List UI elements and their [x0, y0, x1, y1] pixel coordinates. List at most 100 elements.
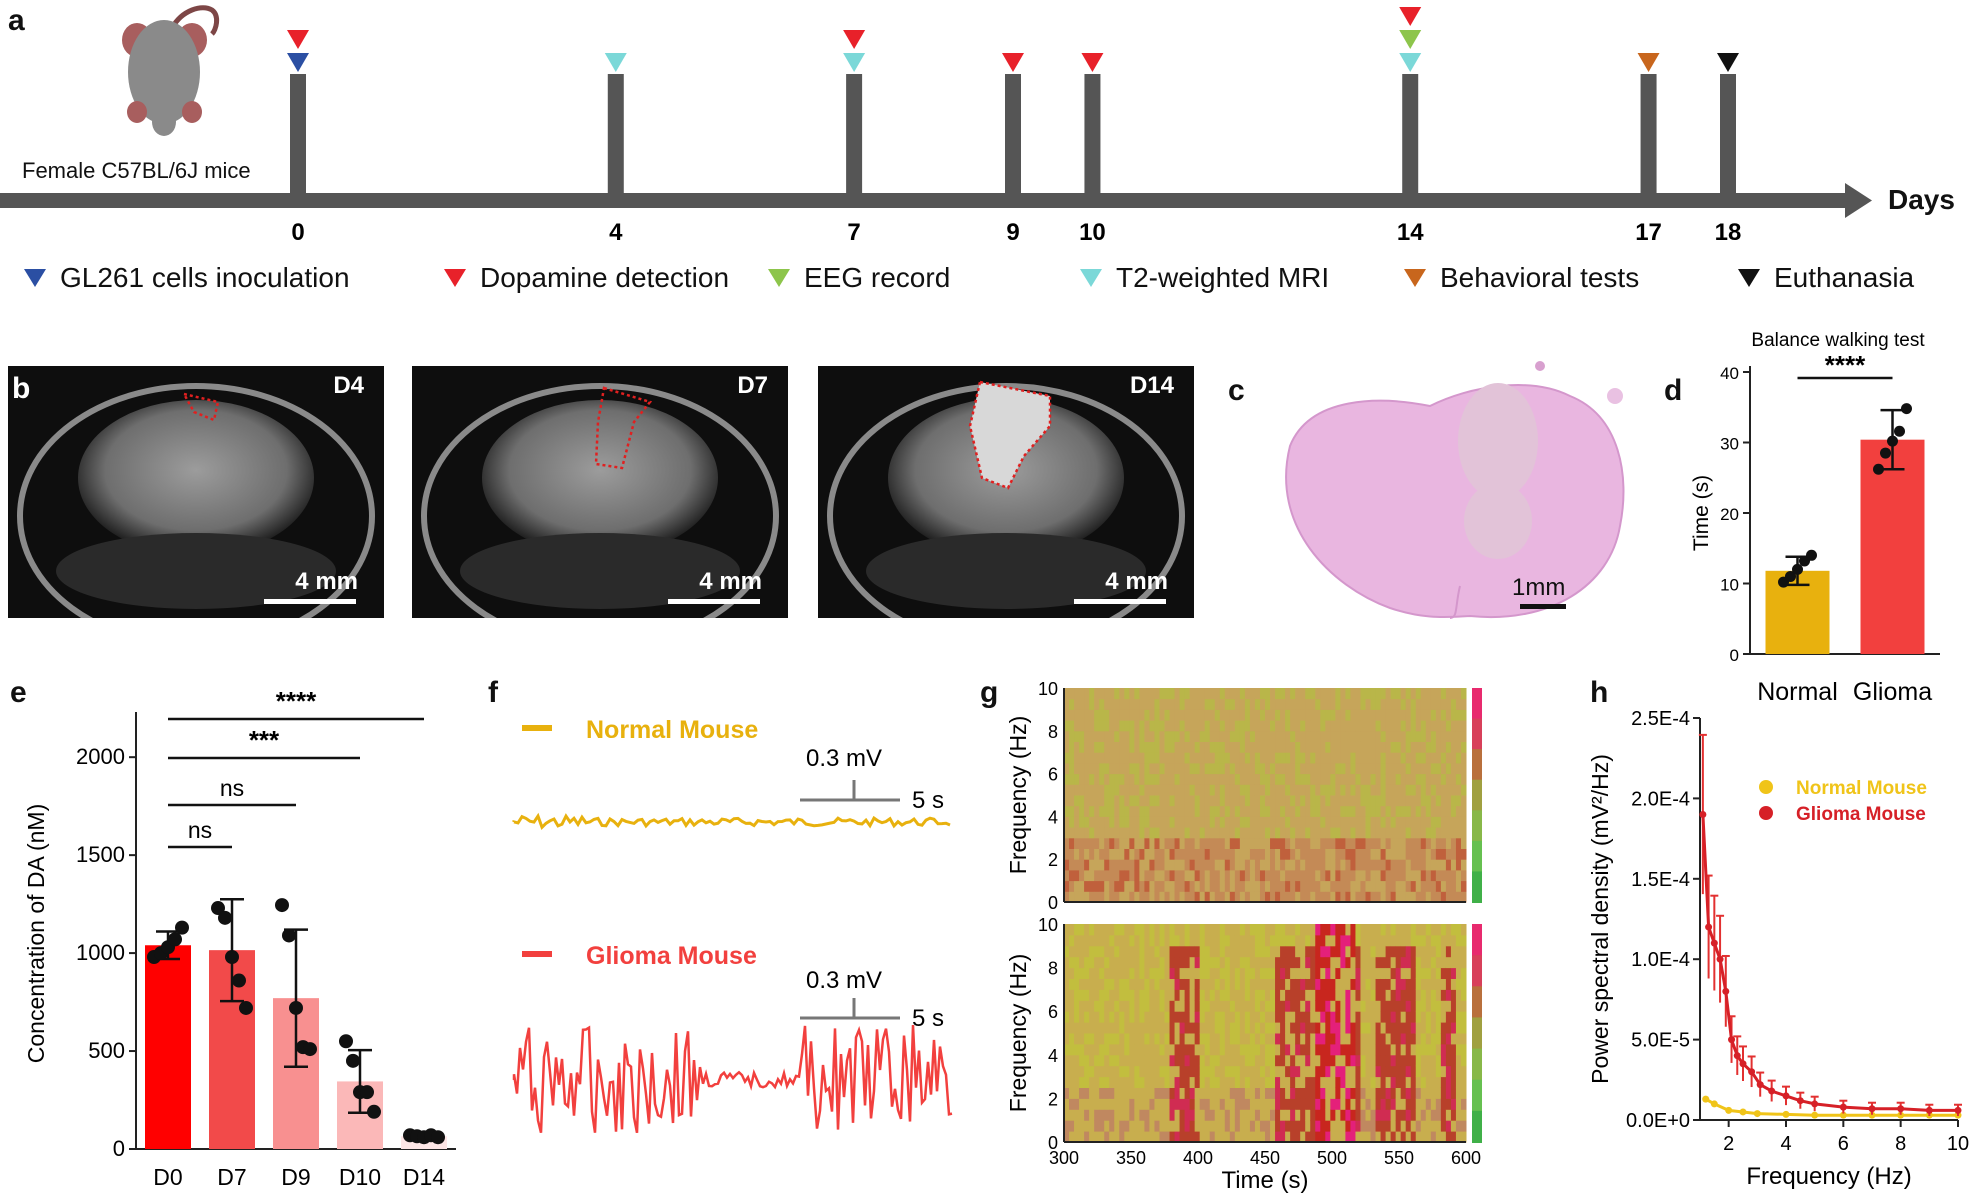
spectrogram-cell — [1214, 978, 1221, 990]
spectrogram-cell — [1099, 730, 1105, 742]
spectrogram-cell — [1370, 1043, 1377, 1056]
spectrogram-cell — [1325, 859, 1331, 871]
spectrogram-cell — [1300, 945, 1306, 958]
spectrogram-cell — [1305, 924, 1311, 936]
spectrogram-cell — [1249, 891, 1256, 903]
spectrogram-cell — [1089, 1131, 1095, 1143]
spectrogram-cell — [1320, 1065, 1326, 1078]
spectrogram-cell — [1189, 1000, 1196, 1012]
spectrogram-cell — [1445, 1011, 1452, 1023]
spectrogram-cell — [1199, 837, 1206, 849]
spectrogram-cell — [1069, 698, 1075, 710]
spectrogram-cell — [1229, 709, 1236, 721]
spectrogram-cell — [1064, 784, 1070, 796]
spectrogram-cell — [1275, 1098, 1281, 1110]
spectrogram-cell — [1460, 1120, 1467, 1132]
spectrogram-cell — [1124, 762, 1130, 775]
spectrogram-cell — [1199, 1109, 1206, 1121]
spectrogram-cell — [1164, 837, 1171, 849]
spectrogram-cell — [1415, 709, 1422, 721]
spectrogram-cell — [1224, 805, 1231, 817]
spectrogram-cell — [1310, 762, 1316, 775]
spectrogram-cell — [1124, 1054, 1130, 1067]
spectrogram-cell — [1209, 784, 1216, 796]
spectrogram-cell — [1159, 1076, 1165, 1088]
spectrogram-cell — [1104, 956, 1110, 969]
spectrogram-cell — [1460, 859, 1467, 871]
spectrogram-cell — [1214, 720, 1221, 732]
spectrogram-cell — [1310, 1120, 1316, 1132]
timeline-day-post — [1640, 74, 1657, 194]
spectrogram-cell — [1119, 784, 1125, 796]
spectrogram-cell — [1154, 1054, 1160, 1067]
spectrogram-cell — [1425, 989, 1432, 1001]
spectrogram-cell — [1300, 805, 1306, 817]
spectrogram-cell — [1265, 1033, 1271, 1045]
spectrogram-cell — [1440, 859, 1447, 871]
spectrogram-cell — [1229, 1120, 1236, 1132]
spectrogram-cell — [1280, 720, 1286, 732]
spectrogram-cell — [1275, 1033, 1281, 1045]
spectrogram-cell — [1064, 1033, 1070, 1045]
spectrogram-cell — [1169, 1033, 1176, 1045]
spectrogram-cell — [1375, 1043, 1382, 1056]
spectrogram-cell — [1134, 837, 1140, 849]
spectrogram-cell — [1119, 762, 1125, 775]
spectrogram-cell — [1229, 848, 1236, 860]
spectrogram-cell — [1149, 784, 1155, 796]
timeline-day-label: 18 — [1715, 219, 1742, 246]
spectrogram-cell — [1345, 1087, 1351, 1099]
spectrogram-cell — [1265, 848, 1271, 860]
spectrogram-cell — [1415, 741, 1422, 753]
spectrogram-cell — [1149, 1022, 1155, 1034]
spectrogram-cell — [1234, 848, 1241, 860]
spectrogram-cell — [1410, 859, 1417, 871]
spectrogram-cell — [1455, 978, 1462, 990]
spectrogram-cell — [1330, 967, 1336, 979]
bar-D0 — [145, 945, 191, 1149]
spectrogram-cell — [1425, 805, 1432, 817]
spectrogram-cell — [1445, 1033, 1452, 1045]
spectrogram-cell — [1270, 762, 1276, 775]
spectrogram-cell — [1084, 730, 1090, 742]
spectrogram-cell — [1450, 741, 1457, 753]
spectrogram-cell — [1129, 956, 1135, 969]
spectrogram-cell — [1300, 934, 1306, 947]
spectrogram-cell — [1064, 1120, 1070, 1132]
spectrogram-cell — [1395, 869, 1402, 882]
spectrogram-cell — [1425, 891, 1432, 903]
y-tick-label: 1.5E-4 — [1631, 869, 1690, 891]
spectrogram-cell — [1159, 924, 1165, 936]
spectrogram-cell — [1069, 1033, 1075, 1045]
spectrogram-cell — [1385, 848, 1392, 860]
spectrogram-cell — [1094, 1087, 1100, 1099]
spectrogram-cell — [1074, 730, 1080, 742]
spectrogram-cell — [1390, 945, 1397, 958]
spectrogram-cell — [1430, 859, 1437, 871]
spectrogram-cell — [1219, 837, 1226, 849]
spectrogram-cell — [1169, 709, 1176, 721]
spectrogram-cell — [1119, 859, 1125, 871]
spectrogram-cell — [1119, 1033, 1125, 1045]
spectrogram-cell — [1084, 1054, 1090, 1067]
spectrogram-cell — [1330, 1011, 1336, 1023]
legend-item-euthanasia: Euthanasia — [1738, 262, 1914, 294]
spectrogram-cell — [1310, 795, 1316, 807]
spectrogram-cell — [1204, 752, 1211, 764]
spectrogram-cell — [1249, 1087, 1256, 1099]
spectrogram-cell — [1219, 869, 1226, 882]
spectrogram-cell — [1119, 978, 1125, 990]
spectrogram-cell — [1174, 967, 1181, 979]
spectrogram-cell — [1159, 795, 1165, 807]
spectrogram-cell — [1390, 869, 1397, 882]
spectrogram-cell — [1084, 805, 1090, 817]
spectrogram-cell — [1420, 1120, 1427, 1132]
spectrogram-cell — [1265, 891, 1271, 903]
spectrogram-cell — [1450, 837, 1457, 849]
spectrogram-cell — [1310, 805, 1316, 817]
spectrogram-cell — [1074, 1109, 1080, 1121]
spectrogram-cell — [1410, 752, 1417, 764]
spectrogram-cell — [1204, 709, 1211, 721]
spectrogram-cell — [1064, 880, 1070, 892]
